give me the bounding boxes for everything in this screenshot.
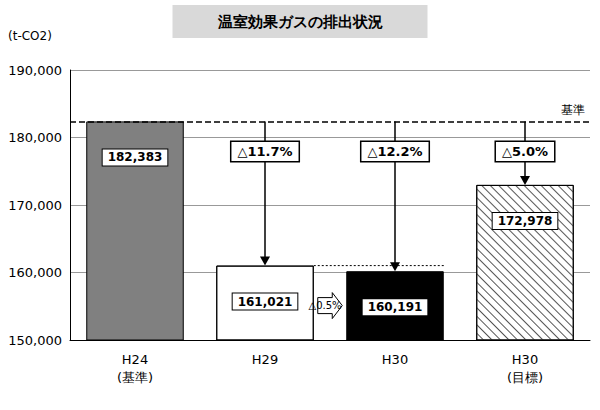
svg-text:H30: H30 bbox=[382, 352, 408, 367]
svg-text:△11.7%: △11.7% bbox=[237, 144, 292, 159]
svg-text:△12.2%: △12.2% bbox=[367, 144, 422, 159]
svg-text:150,000: 150,000 bbox=[8, 333, 62, 348]
svg-text:182,383: 182,383 bbox=[108, 150, 163, 164]
svg-text:H29: H29 bbox=[252, 352, 278, 367]
svg-text:(目標): (目標) bbox=[507, 370, 543, 385]
svg-text:180,000: 180,000 bbox=[8, 130, 62, 145]
svg-text:190,000: 190,000 bbox=[8, 63, 62, 78]
svg-text:160,000: 160,000 bbox=[8, 265, 62, 280]
svg-text:H24: H24 bbox=[122, 352, 148, 367]
svg-text:160,191: 160,191 bbox=[368, 300, 423, 314]
svg-text:161,021: 161,021 bbox=[238, 295, 293, 309]
svg-text:170,000: 170,000 bbox=[8, 198, 62, 213]
svg-text:△0.5%: △0.5% bbox=[308, 300, 341, 311]
svg-text:(基準): (基準) bbox=[117, 370, 153, 385]
svg-text:温室効果ガスの排出状況: 温室効果ガスの排出状況 bbox=[217, 13, 383, 31]
svg-text:H30: H30 bbox=[512, 352, 538, 367]
svg-text:△5.0%: △5.0% bbox=[502, 144, 548, 159]
svg-text:172,978: 172,978 bbox=[498, 214, 553, 228]
svg-text:基準: 基準 bbox=[561, 103, 585, 117]
svg-text:(t-CO2): (t-CO2) bbox=[8, 29, 52, 43]
